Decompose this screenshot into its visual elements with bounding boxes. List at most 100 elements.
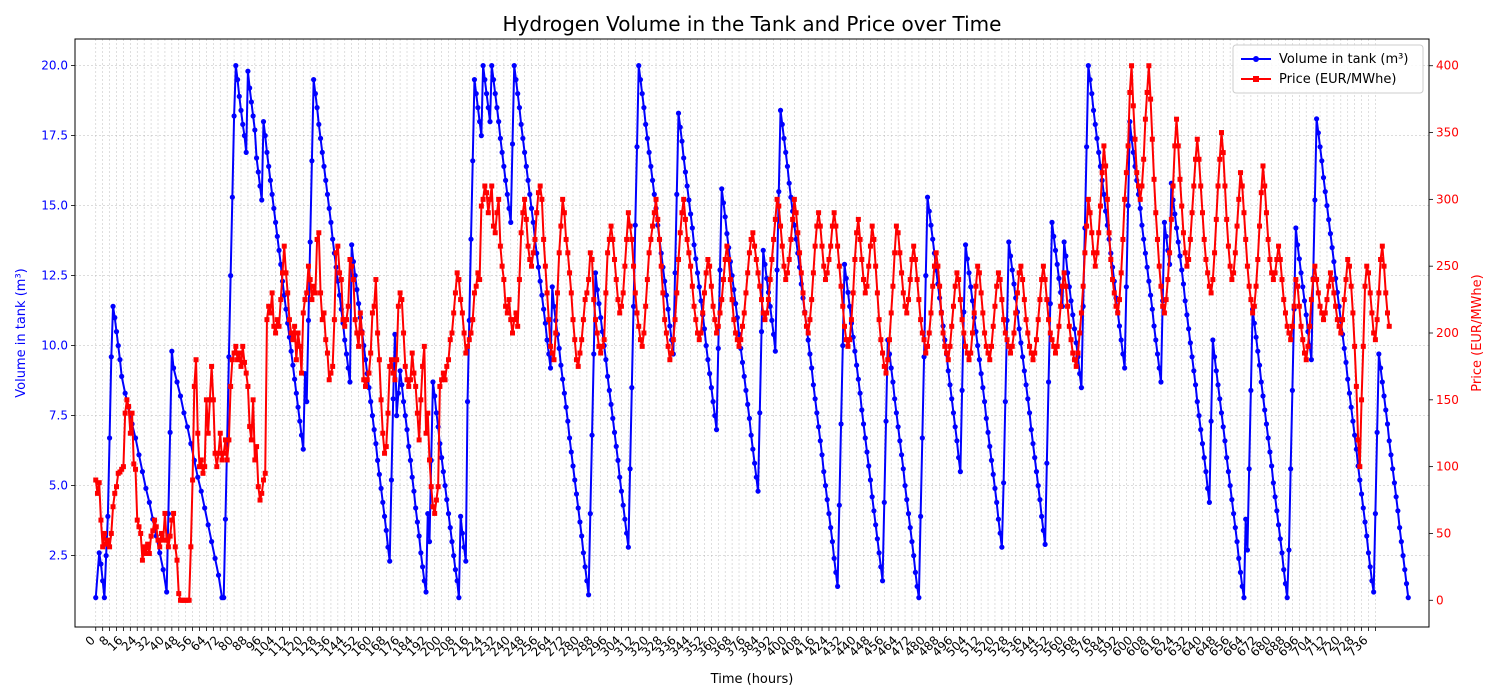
price-point [452,290,458,296]
volume-point [1026,410,1033,416]
price-point [1246,283,1252,289]
price-point [105,537,111,543]
volume-point [860,421,867,427]
price-point [918,317,924,323]
price-point [366,370,372,376]
price-point [710,303,716,309]
volume-point [968,284,974,290]
price-point [319,317,325,323]
y-axis-label-right: Price (EUR/MWhe) [1470,274,1485,391]
volume-point [110,303,116,309]
price-point [608,223,614,229]
volume-point [336,292,343,298]
price-point [911,243,917,249]
price-point [1274,257,1280,262]
price-point [1250,310,1256,316]
volume-point [643,121,649,127]
volume-point [1203,469,1209,475]
price-point [1253,283,1259,289]
volume-point [1341,345,1347,351]
volume-point [1044,460,1050,466]
volume-point [259,197,265,203]
volume-point [1070,312,1076,318]
price-point [726,257,732,262]
volume-point [620,502,626,508]
price-point [880,350,886,356]
volume-point [847,303,853,309]
price-point [260,477,266,483]
price-point [1042,277,1048,283]
volume-point [399,382,405,388]
price-point [537,183,543,189]
price-point [297,343,303,349]
price-point [214,464,220,470]
price-point [866,263,872,269]
volume-point [459,530,465,536]
price-point [919,330,925,336]
volume-point [257,183,263,189]
price-point [1244,263,1250,269]
volume-point [229,194,235,200]
volume-point [1262,407,1268,413]
price-point [506,297,512,303]
price-point [954,270,960,276]
price-point [598,350,604,356]
price-point [504,310,510,316]
volume-point [342,337,348,343]
volume-point [898,452,905,458]
volume-point [841,261,848,267]
price-point [314,236,320,242]
price-point [427,457,432,463]
volume-point [1018,340,1024,346]
volume-point [516,105,523,111]
volume-point [321,163,327,169]
price-point [1300,337,1306,343]
price-point [1199,210,1205,216]
price-point [733,330,739,336]
volume-point [976,357,983,363]
price-point [1111,290,1117,296]
price-point [899,270,905,276]
volume-point [1281,567,1287,573]
volume-point [1358,491,1365,497]
price-point [892,250,898,256]
volume-point [276,247,282,253]
volume-point [682,169,689,175]
price-point [855,216,861,222]
volume-point [1187,340,1193,346]
volume-point [1180,281,1187,287]
price-point [1051,343,1057,349]
price-point [886,337,892,343]
volume-point [188,441,194,447]
volume-point [1258,379,1264,385]
price-point [93,477,99,483]
price-point [190,477,196,483]
price-point [779,243,785,249]
y-tick-label-right: 0 [1436,593,1444,607]
volume-point [378,485,384,491]
volume-point [522,149,528,155]
price-point [1319,310,1325,316]
volume-point [1381,393,1387,399]
volume-point [523,163,529,169]
volume-point [473,91,479,97]
price-point [933,250,939,256]
volume-point [1101,191,1107,197]
volume-point [267,177,273,183]
price-point [1258,190,1264,196]
volume-point [544,337,550,343]
price-point [1267,257,1273,262]
volume-point [1236,555,1242,562]
price-point [676,257,682,262]
volume-point [509,141,516,147]
price-point [767,277,773,283]
volume-point [1139,222,1145,228]
volume-point [1376,351,1382,357]
series-price [93,63,1392,603]
price-point [985,350,991,356]
price-point [826,257,832,262]
price-point [286,317,292,323]
volume-point [250,113,256,119]
volume-point [1151,323,1157,329]
volume-point [561,390,567,396]
